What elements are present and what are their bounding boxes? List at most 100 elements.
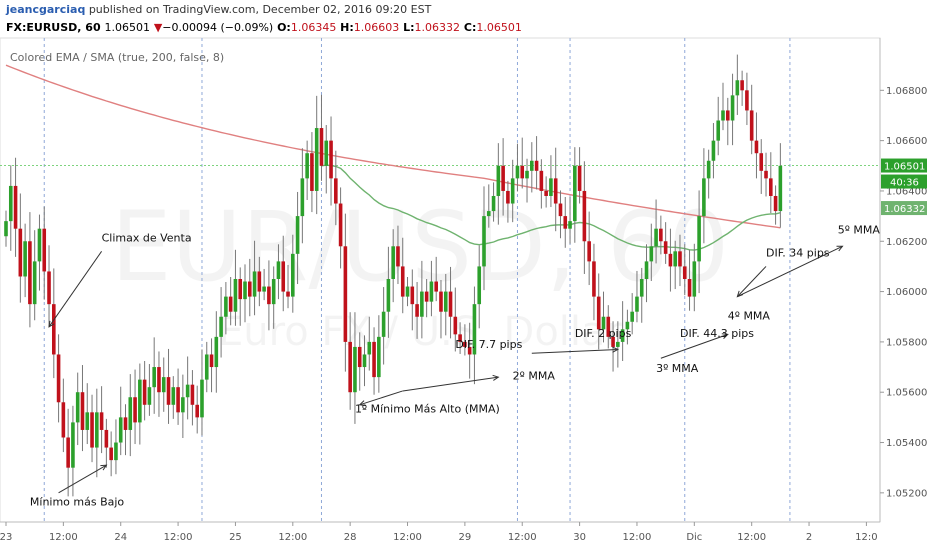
annotation-label: DIF. 7.7 pips xyxy=(455,338,522,351)
time-tick-label: 24 xyxy=(114,532,127,543)
time-tick-label: 28 xyxy=(344,532,357,543)
candle-body xyxy=(291,253,295,297)
candle-body xyxy=(247,281,252,297)
candle-body xyxy=(682,266,687,279)
candle-body xyxy=(66,437,70,468)
candle-body xyxy=(596,296,601,330)
candle-body xyxy=(42,228,47,272)
candle-body xyxy=(314,128,319,191)
time-tick-label: 12:00 xyxy=(278,532,307,543)
indicator-legend[interactable]: Colored EMA / SMA (true, 200, false, 8) xyxy=(10,51,224,64)
candle-body xyxy=(635,296,639,312)
arrowhead-icon xyxy=(612,346,619,353)
candle-body xyxy=(472,304,477,355)
candle-body xyxy=(37,228,42,262)
countdown-badge xyxy=(881,174,927,189)
candle-body xyxy=(281,261,286,292)
candle-body xyxy=(161,377,166,393)
candle-body xyxy=(496,165,501,196)
price-tick-label: 1.05600 xyxy=(886,388,927,399)
time-tick-label: 30 xyxy=(573,532,586,543)
candle-body xyxy=(396,246,400,267)
candle-body xyxy=(257,271,262,292)
annotation-label: Mínimo más Bajo xyxy=(30,495,125,508)
candle-body xyxy=(448,291,453,317)
candle-body xyxy=(706,160,711,179)
candle-body xyxy=(114,442,118,461)
candle-body xyxy=(80,392,85,430)
candle-body xyxy=(587,241,591,262)
time-tick-label: 23 xyxy=(0,532,12,543)
candle-body xyxy=(764,170,768,179)
candle-body xyxy=(142,379,147,405)
annotation-label: 3º MMA xyxy=(656,362,699,375)
candle-body xyxy=(334,178,338,204)
candle-body xyxy=(95,412,99,448)
candle-body xyxy=(639,279,644,297)
candle-body xyxy=(118,417,123,443)
arrowhead-icon xyxy=(358,400,366,407)
candle-body xyxy=(324,140,329,166)
candle-body xyxy=(558,203,563,217)
candle-body xyxy=(204,354,209,380)
time-tick-label: 25 xyxy=(229,532,242,543)
candle-body xyxy=(625,321,630,330)
annotation-arrow-line xyxy=(660,333,728,359)
author-link[interactable]: jeancgarciaq xyxy=(5,3,85,16)
candle-body xyxy=(104,429,109,448)
candle-body xyxy=(520,165,525,179)
candle-body xyxy=(123,417,128,430)
candle-body xyxy=(711,140,716,161)
down-arrow-icon: ▼ xyxy=(154,21,163,34)
candle-body xyxy=(439,291,443,312)
time-axis[interactable]: 23 12:00 24 12:00 25 12:00 28 12:00 29 12:00 30 12:… xyxy=(0,522,878,543)
candle-body xyxy=(99,412,104,430)
candle-body xyxy=(759,153,764,171)
candle-body xyxy=(563,216,568,229)
candle-body xyxy=(228,296,233,312)
candle-body xyxy=(573,165,577,222)
candle-body xyxy=(510,178,515,204)
candle-body xyxy=(420,291,424,317)
candle-body xyxy=(61,402,66,438)
price-badges: 1.06501 40:36 1.06332 xyxy=(881,158,927,216)
ma-price-badge-label: 1.06332 xyxy=(884,204,925,215)
time-tick-label: 12:0 xyxy=(855,532,877,543)
candle-body xyxy=(286,291,290,297)
candle-body xyxy=(539,170,544,191)
time-tick-label: 12:00 xyxy=(164,532,193,543)
open-value: 1.06345 xyxy=(291,21,337,34)
arrowhead-icon xyxy=(48,320,55,328)
candle-body xyxy=(338,203,343,247)
candle-body xyxy=(721,110,725,121)
candle-body xyxy=(75,392,80,423)
candle-body xyxy=(654,228,658,247)
candle-body xyxy=(443,291,448,312)
candle-body xyxy=(386,279,391,312)
candle-body xyxy=(214,336,219,368)
time-tick-label: 12:00 xyxy=(623,532,652,543)
high-value: 1.06603 xyxy=(354,21,400,34)
candle-body xyxy=(243,281,247,300)
open-label: O: xyxy=(277,21,291,34)
candle-body xyxy=(85,412,90,430)
candle-body xyxy=(486,211,491,217)
candle-body xyxy=(357,346,362,368)
price-axis[interactable]: 1.06800 1.06600 1.06400 1.06200 1.06000 1.058… xyxy=(880,86,927,500)
candle-body xyxy=(749,110,754,141)
ema-line xyxy=(321,164,781,251)
candle-body xyxy=(429,281,434,302)
candle-body xyxy=(219,316,223,337)
low-label: L: xyxy=(403,21,414,34)
annotation-label: DIF. 34 pips xyxy=(766,246,830,259)
candle-body xyxy=(659,228,663,242)
candle-body xyxy=(769,178,773,196)
time-tick-label: 12:00 xyxy=(508,532,537,543)
candle-body xyxy=(745,90,749,111)
candle-body xyxy=(582,190,587,242)
moving-averages xyxy=(5,64,781,251)
candle-body xyxy=(663,241,668,254)
candle-body xyxy=(52,304,56,355)
candle-body xyxy=(305,153,309,179)
